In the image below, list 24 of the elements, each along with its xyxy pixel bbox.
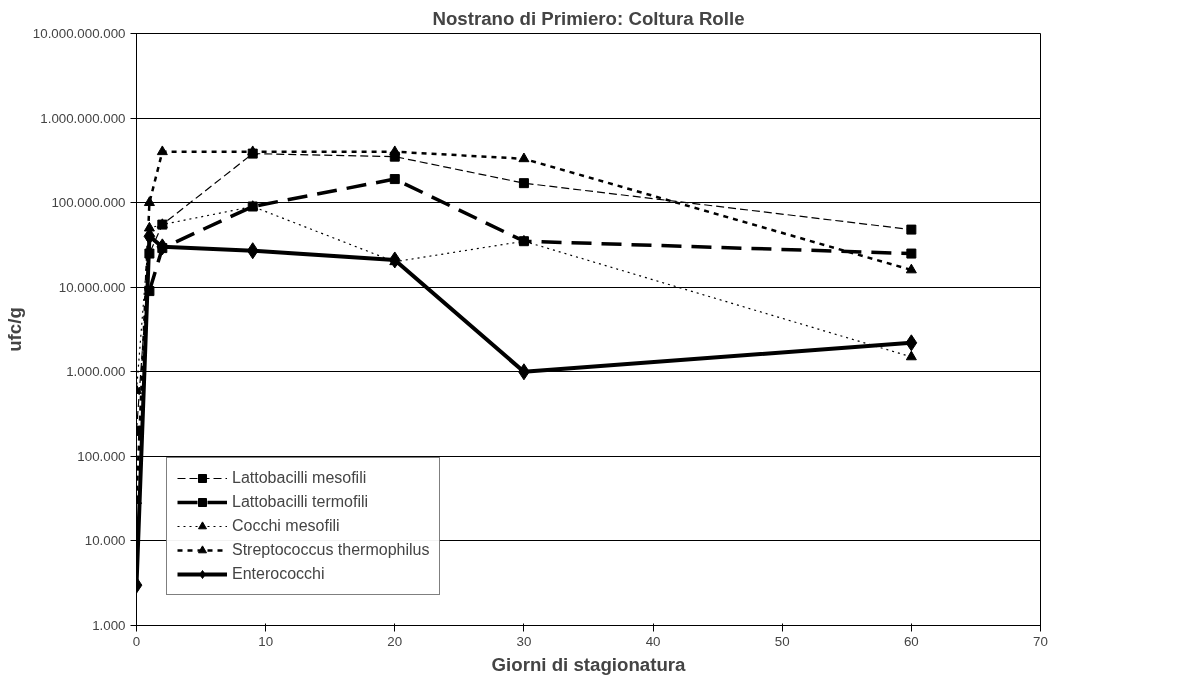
x-axis-title: Giorni di stagionatura	[491, 653, 687, 675]
y-tick-label: 10.000	[84, 533, 126, 549]
legend-label: Lattobacilli mesofili	[232, 469, 367, 487]
legend-label: Enterococchi	[232, 565, 325, 583]
x-tick-label: 20	[387, 633, 403, 649]
y-tick-label: 1.000	[92, 618, 126, 633]
x-tick-label: 10	[258, 633, 274, 649]
y-tick-label: 10.000.000.000	[32, 26, 126, 41]
x-tick-label: 50	[774, 633, 790, 649]
y-tick-label: 1.000.000	[66, 364, 126, 380]
x-tick-label: 40	[645, 633, 661, 649]
legend-label: Lattobacilli termofili	[232, 493, 369, 511]
legend-label: Cocchi mesofili	[232, 517, 340, 535]
y-axis-title: ufc/g	[3, 307, 25, 352]
chart-title: Nostrano di Primiero: Coltura Rolle	[432, 7, 745, 29]
y-tick-label: 10.000.000	[58, 279, 126, 295]
y-tick-label: 100.000	[77, 448, 126, 464]
x-tick-label: 0	[132, 633, 141, 649]
x-tick-label: 30	[516, 633, 532, 649]
y-tick-label: 100.000.000	[51, 195, 126, 211]
legend-label: Streptococcus thermophilus	[232, 541, 430, 559]
x-tick-label: 70	[1033, 633, 1048, 649]
y-tick-label: 1.000.000.000	[40, 110, 126, 126]
x-tick-label: 60	[903, 633, 919, 649]
